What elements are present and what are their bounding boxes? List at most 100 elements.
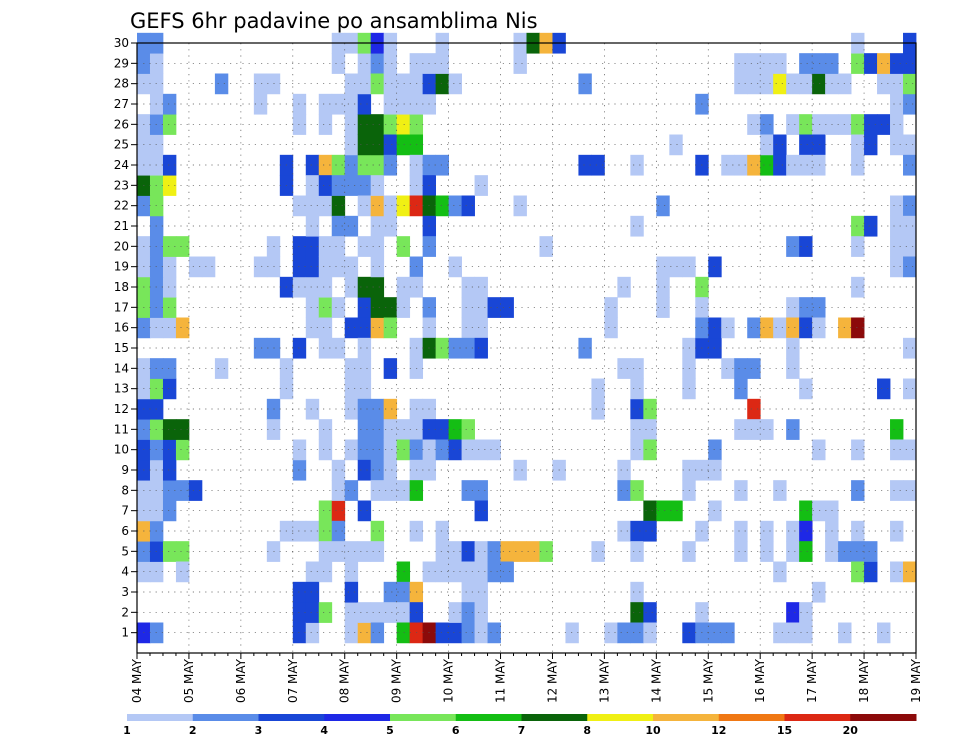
heatmap-cell: [175, 480, 190, 501]
heatmap-cell: [370, 459, 385, 481]
heatmap-cell: [812, 297, 826, 318]
heatmap-cell: [435, 439, 449, 461]
y-tick-label: 1: [121, 626, 129, 640]
heatmap-cell: [357, 236, 372, 257]
heatmap-cell: [513, 195, 527, 217]
heatmap-cell: [188, 256, 203, 278]
heatmap-cell: [630, 602, 644, 623]
heatmap-cell: [435, 561, 449, 583]
heatmap-cell: [357, 175, 372, 196]
heatmap-cell: [461, 561, 475, 583]
heatmap-cell: [591, 154, 605, 176]
heatmap-cell: [435, 53, 449, 74]
heatmap-cell: [318, 561, 333, 583]
heatmap-cell: [396, 93, 411, 115]
heatmap-cell: [370, 195, 385, 217]
heatmap-cell: [461, 480, 475, 501]
heatmap-cell: [591, 541, 605, 562]
heatmap-cell: [708, 622, 722, 644]
heatmap-cell: [383, 581, 398, 603]
heatmap-cell: [253, 93, 268, 115]
heatmap-cell: [162, 175, 177, 196]
heatmap-cell: [162, 236, 177, 257]
heatmap-cell: [292, 459, 307, 481]
colorbar-swatch: [850, 714, 917, 721]
heatmap-cell: [877, 114, 891, 135]
heatmap-cell: [357, 276, 372, 298]
heatmap-cell: [799, 73, 813, 95]
heatmap-cell: [578, 73, 592, 95]
heatmap-cell: [344, 541, 359, 562]
heatmap-cell: [344, 276, 359, 298]
heatmap-cell: [344, 602, 359, 623]
heatmap-cell: [474, 480, 488, 501]
heatmap-cell: [383, 317, 398, 339]
heatmap-cell: [864, 134, 878, 156]
heatmap-cell: [448, 561, 462, 583]
heatmap-cell: [630, 398, 644, 420]
heatmap-cell: [331, 541, 346, 562]
heatmap-cell: [292, 520, 307, 542]
colorbar-swatch: [718, 714, 785, 721]
heatmap-cell: [851, 520, 865, 542]
colorbar-swatch: [127, 714, 194, 721]
heatmap-cell: [864, 215, 878, 237]
heatmap-cell: [643, 439, 657, 461]
heatmap-cell: [903, 480, 917, 501]
heatmap-cell: [344, 114, 359, 135]
heatmap-cell: [331, 53, 346, 74]
heatmap-cell: [318, 256, 333, 278]
heatmap-cell: [786, 622, 800, 644]
heatmap-cell: [357, 358, 372, 379]
heatmap-cell: [903, 337, 917, 359]
heatmap-cell: [318, 520, 333, 542]
heatmap-cell: [851, 561, 865, 583]
heatmap-cell: [864, 53, 878, 74]
y-tick-label: 25: [114, 138, 129, 152]
heatmap-cell: [370, 602, 385, 623]
heatmap-cell: [812, 73, 826, 95]
heatmap-cell: [799, 236, 813, 257]
y-tick-label: 7: [121, 504, 129, 518]
heatmap-cell: [786, 419, 800, 440]
heatmap-cell: [162, 93, 177, 115]
heatmap-cell: [344, 581, 359, 603]
heatmap-cell: [617, 520, 631, 542]
heatmap-cell: [851, 439, 865, 461]
heatmap-cell: [175, 541, 190, 562]
heatmap-cell: [461, 276, 475, 298]
heatmap-cell: [383, 134, 398, 156]
heatmap-cell: [383, 602, 398, 623]
heatmap-cell: [734, 419, 748, 440]
heatmap-cell: [786, 541, 800, 562]
heatmap-cell: [630, 622, 644, 644]
heatmap-cell: [474, 276, 488, 298]
heatmap-cell: [890, 215, 904, 237]
heatmap-cell: [747, 114, 761, 135]
heatmap-cell: [799, 317, 813, 339]
heatmap-cell: [318, 276, 333, 298]
heatmap-cell: [370, 276, 385, 298]
heatmap-cell: [812, 581, 826, 603]
heatmap-cell: [344, 317, 359, 339]
heatmap-cell: [357, 378, 372, 400]
heatmap-cell: [461, 581, 475, 603]
heatmap-cell: [903, 53, 917, 74]
heatmap-cell: [162, 439, 177, 461]
heatmap-cell: [292, 93, 307, 115]
heatmap-cell: [344, 215, 359, 237]
heatmap-cell: [305, 256, 320, 278]
heatmap-cell: [370, 134, 385, 156]
heatmap-cell: [734, 358, 748, 379]
heatmap-cell: [448, 541, 462, 562]
y-tick-label: 15: [114, 341, 129, 355]
heatmap-cell: [292, 195, 307, 217]
heatmap-cell: [903, 73, 917, 95]
heatmap-cell: [630, 215, 644, 237]
heatmap-cell: [474, 297, 488, 318]
colorbar-tick-label: 7: [518, 724, 526, 737]
heatmap-cell: [773, 53, 787, 74]
heatmap-cell: [747, 154, 761, 176]
heatmap-cell: [305, 622, 320, 644]
heatmap-cell: [851, 480, 865, 501]
